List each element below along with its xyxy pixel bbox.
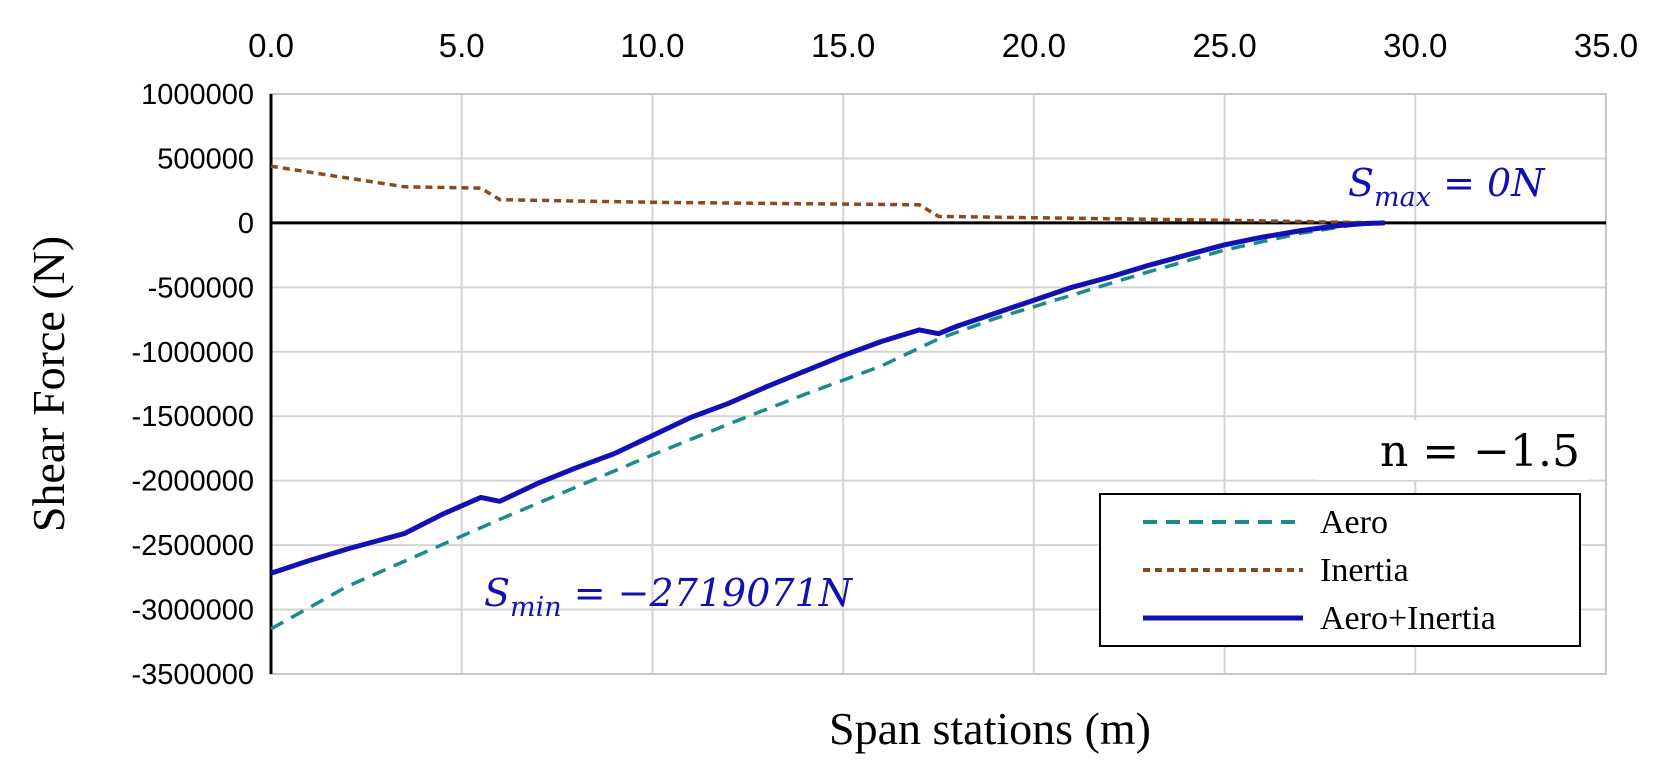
y-tick-label-3: -500000 <box>148 272 254 304</box>
y-axis-title: Shear Force (N) <box>23 236 74 532</box>
legend: Aero Inertia Aero+Inertia <box>1099 493 1581 647</box>
x-tick-label-4: 20.0 <box>1002 27 1066 64</box>
y-tick-label-6: -2000000 <box>131 466 254 498</box>
x-tick-label-3: 15.0 <box>811 27 875 64</box>
x-tick-label-5: 25.0 <box>1192 27 1256 64</box>
x-tick-label-6: 30.0 <box>1383 27 1447 64</box>
x-tick-labels: 0.0 5.0 10.0 15.0 20.0 25.0 30.0 35.0 <box>248 27 1638 64</box>
legend-label-aero: Aero <box>1320 504 1388 541</box>
load-factor-label: n = −1.5 <box>1380 426 1580 477</box>
x-tick-label-1: 5.0 <box>439 27 485 64</box>
series-lines <box>270 164 1385 631</box>
series-line-inertia <box>270 164 1385 225</box>
y-tick-label-5: -1500000 <box>131 401 254 433</box>
y-tick-label-7: -2500000 <box>131 530 254 562</box>
y-tick-label-1: 500000 <box>157 143 254 175</box>
smax-annotation: Smax = 0N <box>1348 161 1546 213</box>
series-line-aero-plus-inertia <box>270 220 1385 576</box>
x-tick-label-2: 10.0 <box>620 27 684 64</box>
y-tick-label-9: -3500000 <box>131 659 254 691</box>
smin-annotation: Smin = −2719071N <box>484 571 854 623</box>
legend-label-aero-inertia: Aero+Inertia <box>1320 600 1496 637</box>
y-tick-label-8: -3000000 <box>131 595 254 627</box>
y-tick-labels: 1000000 500000 0 -500000 -1000000 -1500000 -20… <box>131 79 254 691</box>
y-tick-label-2: 0 <box>238 208 254 240</box>
x-tick-label-0: 0.0 <box>248 27 294 64</box>
x-tick-label-7: 35.0 <box>1574 27 1638 64</box>
legend-label-inertia: Inertia <box>1320 552 1409 589</box>
y-tick-label-0: 1000000 <box>141 79 254 111</box>
y-tick-label-4: -1000000 <box>131 337 254 369</box>
n-label-box <box>1318 420 1588 480</box>
x-axis-title: Span stations (m) <box>829 703 1151 754</box>
